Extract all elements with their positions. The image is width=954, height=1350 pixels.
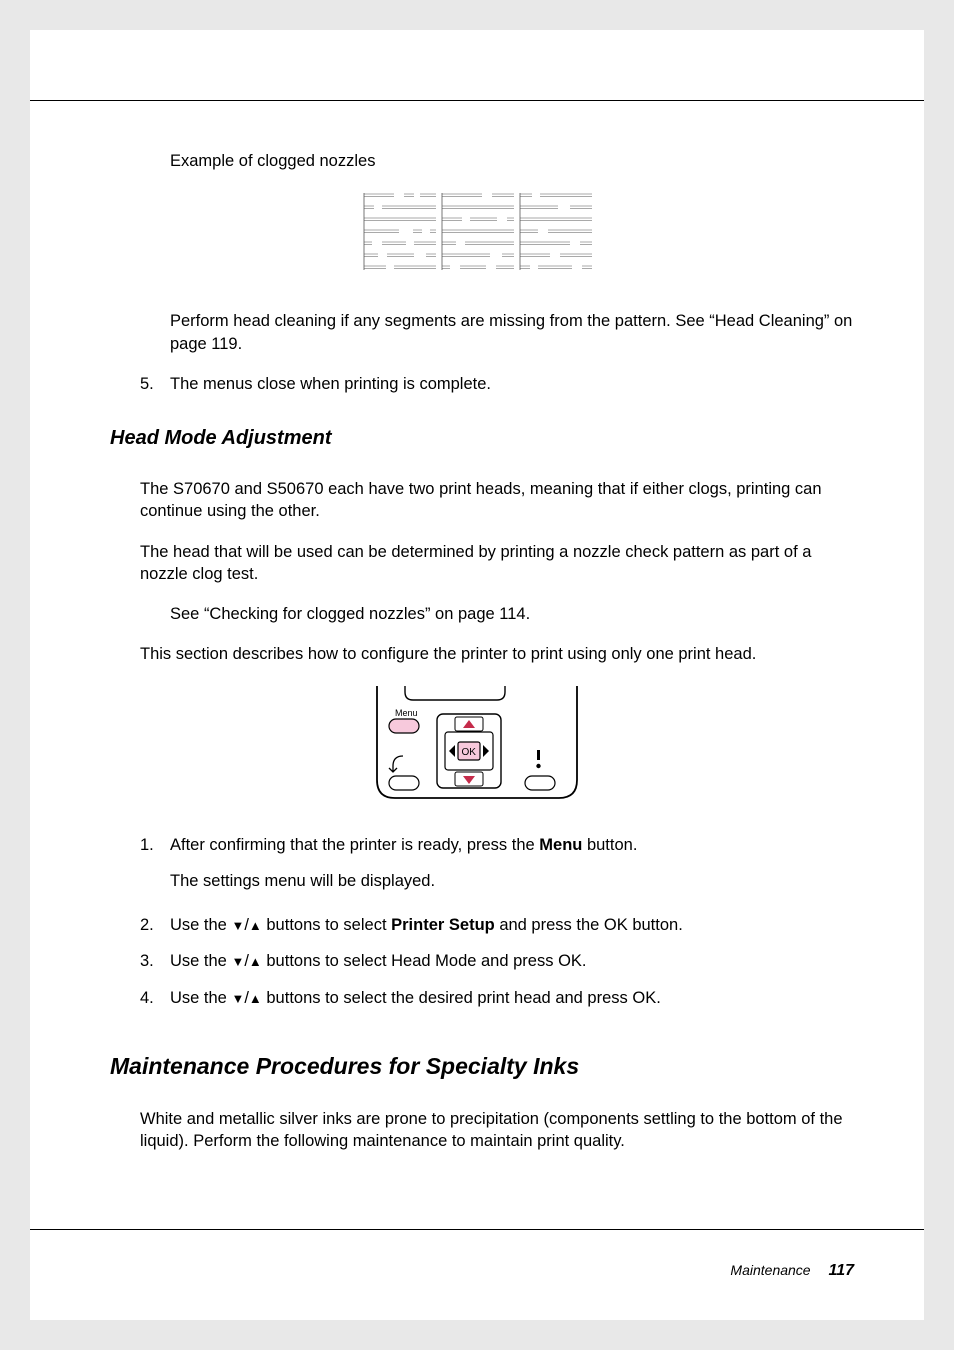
spacer (100, 906, 854, 914)
paragraph: This section describes how to configure … (140, 643, 854, 665)
step-text: After confirming that the printer is rea… (170, 834, 854, 893)
ok-symbol: OK (632, 989, 656, 1007)
text-run: After confirming that the printer is rea… (170, 836, 539, 854)
step-sub-text: The settings menu will be displayed. (170, 870, 854, 892)
text-run: buttons to select the desired print head… (262, 989, 633, 1007)
step-number: 3. (140, 950, 170, 972)
text-run: Use the (170, 916, 231, 934)
text-run: button. (628, 916, 683, 934)
step-text: The menus close when printing is complet… (170, 373, 854, 395)
bold-run: Menu (539, 836, 582, 854)
paragraph: The S70670 and S50670 each have two prin… (140, 478, 854, 523)
step-number: 1. (140, 834, 170, 893)
control-panel-figure: Menu OK (367, 684, 587, 804)
list-item: 1. After confirming that the printer is … (140, 834, 854, 893)
perform-cleaning-text: Perform head cleaning if any segments ar… (170, 310, 854, 355)
up-arrow-icon (249, 989, 262, 1007)
list-item: 3. Use the / buttons to select Head Mode… (140, 950, 854, 972)
text-run: . (656, 989, 661, 1007)
nozzle-pattern-figure (362, 190, 592, 282)
up-arrow-icon (249, 916, 262, 934)
text-run: Use the (170, 989, 231, 1007)
footer-section-name: Maintenance (730, 1262, 810, 1278)
up-arrow-icon (249, 952, 262, 970)
rule-top (30, 100, 924, 101)
step-number: 5. (140, 373, 170, 395)
svg-text:OK: OK (462, 747, 477, 758)
example-caption: Example of clogged nozzles (170, 150, 854, 172)
list-item: 5. The menus close when printing is comp… (140, 373, 854, 395)
step-number: 2. (140, 914, 170, 936)
text-run: and press the (495, 916, 604, 934)
text-run: buttons to select (262, 916, 391, 934)
rule-bottom (30, 1229, 924, 1230)
step-text: Use the / buttons to select Head Mode an… (170, 950, 854, 972)
step-number: 4. (140, 987, 170, 1009)
see-reference: See “Checking for clogged nozzles” on pa… (170, 603, 854, 625)
heading-maintenance: Maintenance Procedures for Specialty Ink… (110, 1051, 854, 1082)
page-footer: Maintenance 117 (730, 1262, 854, 1280)
page-content: Example of clogged nozzles Perform head … (100, 100, 854, 1153)
bold-run: Printer Setup (391, 916, 495, 934)
text-run: . (582, 952, 587, 970)
list-item: 2. Use the / buttons to select Printer S… (140, 914, 854, 936)
list-item: 4. Use the / buttons to select the desir… (140, 987, 854, 1009)
down-arrow-icon (231, 989, 244, 1007)
paragraph: White and metallic silver inks are prone… (140, 1108, 854, 1153)
document-page: Example of clogged nozzles Perform head … (30, 30, 924, 1320)
down-arrow-icon (231, 916, 244, 934)
svg-text:Menu: Menu (395, 708, 418, 718)
text-run: button. (582, 836, 637, 854)
step-text: Use the / buttons to select the desired … (170, 987, 854, 1009)
text-run: buttons to select Head Mode and press (262, 952, 558, 970)
footer-page-number: 117 (828, 1262, 854, 1279)
heading-head-mode: Head Mode Adjustment (110, 425, 854, 452)
down-arrow-icon (231, 952, 244, 970)
spacer (170, 856, 854, 870)
step-text: Use the / buttons to select Printer Setu… (170, 914, 854, 936)
paragraph: The head that will be used can be determ… (140, 541, 854, 586)
text-run: Use the (170, 952, 231, 970)
ok-symbol: OK (604, 916, 628, 934)
ok-symbol: OK (558, 952, 582, 970)
